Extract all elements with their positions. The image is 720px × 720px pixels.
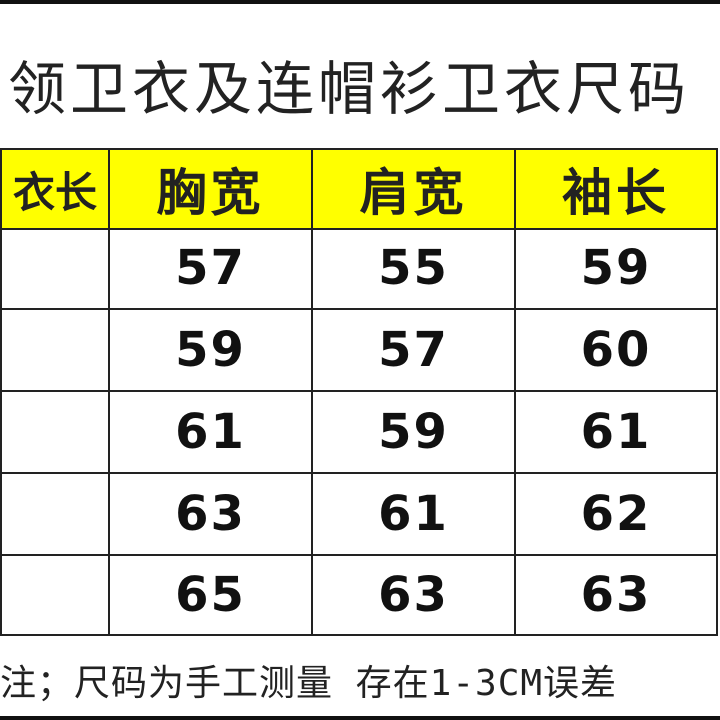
header-chest-width: 胸宽 [110,148,313,230]
cell-chest-width: 65 [110,556,313,636]
cell-chest-width: 57 [110,228,313,310]
cell-sleeve-length: 62 [516,474,718,556]
cell-length [0,392,110,474]
cell-chest-width: 61 [110,392,313,474]
cell-shoulder-width: 63 [313,556,516,636]
cell-shoulder-width: 55 [313,228,516,310]
cell-chest-width: 63 [110,474,313,556]
cell-chest-width: 59 [110,310,313,392]
cell-shoulder-width: 57 [313,310,516,392]
cell-length [0,228,110,310]
cell-sleeve-length: 63 [516,556,718,636]
top-border [0,0,720,4]
chart-title: 领卫衣及连帽衫卫衣尺码 [8,55,691,123]
header-length: 衣长 [0,148,110,230]
header-sleeve-length: 袖长 [516,148,718,230]
measurement-note: 注；尺码为手工测量 存在1-3CM误差 [0,663,618,704]
cell-sleeve-length: 59 [516,228,718,310]
bottom-border [0,716,720,720]
cell-shoulder-width: 61 [313,474,516,556]
cell-length [0,310,110,392]
cell-sleeve-length: 61 [516,392,718,474]
cell-sleeve-length: 60 [516,310,718,392]
cell-length [0,556,110,636]
cell-shoulder-width: 59 [313,392,516,474]
cell-length [0,474,110,556]
header-shoulder-width: 肩宽 [313,148,516,230]
